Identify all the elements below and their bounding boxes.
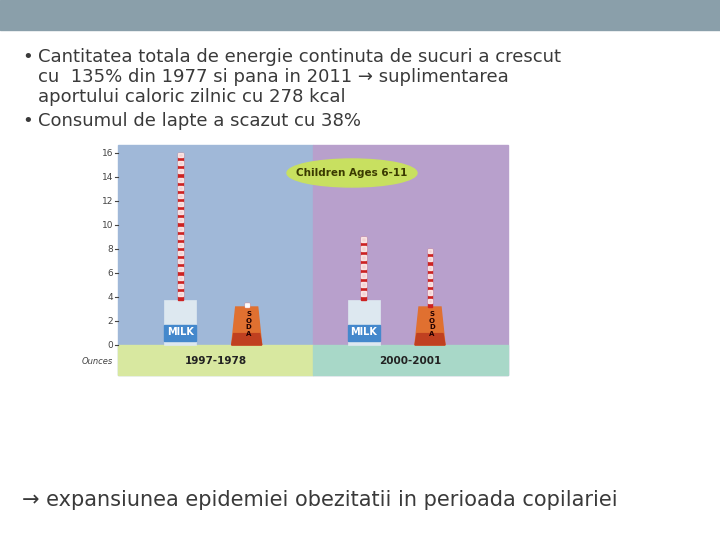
Text: 2000-2001: 2000-2001 [379, 356, 441, 366]
Bar [348, 325, 379, 341]
Text: MILK: MILK [350, 327, 377, 338]
Text: 12: 12 [102, 197, 113, 206]
Text: •: • [22, 48, 32, 66]
Text: 0: 0 [107, 341, 113, 349]
Bar [361, 255, 366, 260]
Bar [178, 275, 183, 280]
Bar [178, 259, 183, 263]
Bar [361, 264, 366, 268]
Bar [178, 202, 183, 206]
Bar [178, 161, 183, 165]
Bar [245, 303, 248, 307]
Polygon shape [415, 307, 445, 345]
Bar [164, 300, 197, 345]
Text: → expansiunea epidemiei obezitatii in perioada copilariei: → expansiunea epidemiei obezitatii in pe… [22, 490, 618, 510]
Text: MILK: MILK [167, 327, 194, 338]
Bar [178, 178, 183, 181]
Text: Cantitatea totala de energie continuta de sucuri a crescut: Cantitatea totala de energie continuta d… [38, 48, 561, 66]
Bar [0, 0, 720, 30]
Bar [164, 325, 197, 341]
Text: 10: 10 [102, 220, 113, 230]
Text: 1997-1978: 1997-1978 [184, 356, 246, 366]
Bar [361, 282, 366, 287]
Bar [361, 273, 366, 278]
Text: S
O
D
A: S O D A [429, 312, 435, 337]
Bar [118, 345, 313, 375]
Text: •: • [22, 112, 32, 130]
Bar [178, 292, 183, 296]
Bar [178, 226, 183, 231]
Bar [178, 243, 183, 247]
Bar [428, 274, 432, 278]
Text: 14: 14 [102, 172, 113, 181]
Bar [178, 284, 183, 288]
Bar [361, 237, 366, 241]
Ellipse shape [287, 159, 417, 187]
Text: cu  135% din 1977 si pana in 2011 → suplimentarea: cu 135% din 1977 si pana in 2011 → supli… [38, 68, 509, 86]
Text: Consumul de lapte a scazut cu 38%: Consumul de lapte a scazut cu 38% [38, 112, 361, 130]
Bar [428, 266, 432, 269]
Text: S
O
D
A: S O D A [246, 312, 252, 337]
Bar [361, 237, 366, 300]
Bar [428, 282, 432, 286]
Text: 2: 2 [107, 316, 113, 326]
Bar [178, 251, 183, 255]
Polygon shape [232, 307, 261, 345]
Polygon shape [415, 334, 445, 345]
Bar [428, 249, 432, 253]
Bar [313, 145, 508, 375]
Bar [178, 153, 183, 300]
Bar [428, 257, 432, 261]
Bar [348, 300, 379, 345]
Text: aportului caloric zilnic cu 278 kcal: aportului caloric zilnic cu 278 kcal [38, 88, 346, 106]
Text: Children Ages 6-11: Children Ages 6-11 [297, 168, 408, 178]
Text: 6: 6 [107, 268, 113, 278]
Bar [178, 235, 183, 239]
Bar [361, 246, 366, 251]
Text: 16: 16 [102, 148, 113, 158]
Text: 4: 4 [107, 293, 113, 301]
Bar [178, 153, 183, 157]
Bar [178, 194, 183, 198]
Text: 8: 8 [107, 245, 113, 253]
Bar [178, 186, 183, 190]
Bar [118, 145, 313, 375]
Bar [428, 249, 432, 307]
Bar [178, 210, 183, 214]
Text: Ounces: Ounces [82, 357, 113, 366]
Bar [428, 291, 432, 295]
Bar [361, 291, 366, 295]
Bar [313, 345, 508, 375]
Bar [178, 267, 183, 272]
Polygon shape [232, 334, 261, 345]
Bar [428, 299, 432, 303]
Bar [178, 218, 183, 222]
Bar [178, 170, 183, 173]
